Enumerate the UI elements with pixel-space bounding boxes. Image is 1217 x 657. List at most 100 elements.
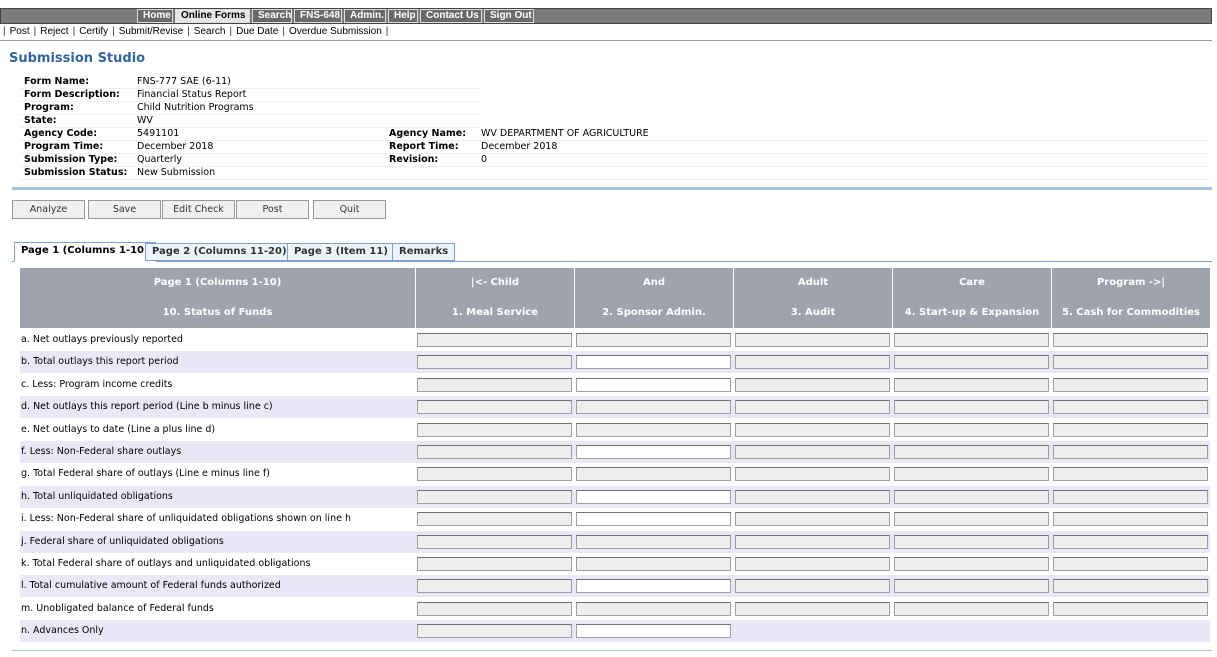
table-header: 1. Meal Service — [416, 298, 575, 328]
input-field — [576, 467, 731, 481]
info-label: Program Time: — [24, 141, 103, 152]
info-value: Child Nutrition Programs — [137, 102, 254, 113]
input-field[interactable] — [576, 445, 731, 459]
nav-button[interactable]: Help — [388, 9, 418, 23]
nav-button[interactable]: Sign Out — [484, 9, 534, 23]
input-field[interactable] — [576, 378, 731, 392]
divider — [12, 187, 1212, 190]
row-label: k. Total Federal share of outlays and un… — [20, 553, 310, 575]
nav-button[interactable]: Contact Us — [420, 9, 482, 23]
input-field — [417, 579, 572, 593]
nav-button[interactable]: Home — [137, 9, 173, 23]
action-button[interactable]: Edit Check — [162, 200, 235, 219]
nav-button[interactable]: Search — [252, 9, 292, 23]
table-header: Program ->| — [1052, 268, 1211, 298]
input-field[interactable] — [576, 512, 731, 526]
info-label: Agency Code: — [24, 128, 97, 139]
table-header: Care — [893, 268, 1052, 298]
input-field — [417, 557, 572, 571]
input-field — [1053, 445, 1208, 459]
separator: | — [225, 26, 236, 37]
action-button[interactable]: Analyze — [12, 200, 85, 219]
input-field — [1053, 423, 1208, 437]
separator: | — [183, 26, 194, 37]
sub-nav-link[interactable]: Post — [10, 26, 30, 37]
sub-nav: |Post|Reject|Certify|Submit/Revise|Searc… — [0, 25, 1212, 41]
input-field — [1053, 333, 1208, 347]
separator: | — [0, 26, 10, 37]
row-label: h. Total unliquidated obligations — [20, 486, 173, 508]
input-field — [894, 400, 1049, 414]
row-label: c. Less: Program income credits — [20, 374, 172, 396]
sub-nav-link[interactable]: Reject — [40, 26, 68, 37]
info-row-line — [20, 153, 1210, 154]
nav-button[interactable]: Admin. — [344, 9, 386, 23]
input-field — [576, 333, 731, 347]
sub-nav-link[interactable]: Search — [194, 26, 226, 37]
info-value: WV DEPARTMENT OF AGRICULTURE — [481, 128, 649, 139]
tab[interactable]: Remarks — [392, 243, 455, 261]
separator: | — [278, 26, 289, 37]
row-label: a. Net outlays previously reported — [20, 329, 183, 351]
input-field — [417, 333, 572, 347]
input-field — [735, 602, 890, 616]
sub-nav-link[interactable]: Submit/Revise — [119, 26, 183, 37]
input-field — [576, 602, 731, 616]
input-field — [735, 445, 890, 459]
sub-nav-link[interactable]: Overdue Submission — [289, 26, 382, 37]
info-label: Revision: — [389, 154, 438, 165]
input-field — [894, 602, 1049, 616]
info-value: 0 — [481, 154, 487, 165]
info-label: Form Description: — [24, 89, 120, 100]
input-field[interactable] — [576, 624, 731, 638]
input-field — [417, 512, 572, 526]
tab[interactable]: Page 1 (Columns 1-10) — [14, 242, 156, 262]
input-field — [1053, 512, 1208, 526]
input-field — [1053, 378, 1208, 392]
separator: | — [382, 26, 393, 37]
row-label: g. Total Federal share of outlays (Line … — [20, 463, 270, 485]
input-field — [1053, 602, 1208, 616]
input-field — [735, 490, 890, 504]
action-button[interactable]: Post — [236, 200, 309, 219]
row-label: d. Net outlays this report period (Line … — [20, 396, 273, 418]
input-field — [417, 423, 572, 437]
info-row-line — [20, 114, 480, 115]
tab[interactable]: Page 2 (Columns 11-20) — [145, 243, 294, 261]
sub-nav-link[interactable]: Due Date — [236, 26, 278, 37]
input-field — [1053, 579, 1208, 593]
nav-button[interactable]: Online Forms — [175, 9, 250, 23]
separator: | — [30, 26, 41, 37]
info-label: State: — [24, 115, 57, 126]
input-field[interactable] — [576, 355, 731, 369]
page-title: Submission Studio — [9, 51, 145, 66]
input-field — [894, 557, 1049, 571]
input-field — [735, 467, 890, 481]
input-field — [735, 355, 890, 369]
tab[interactable]: Page 3 (Item 11) — [287, 243, 395, 261]
input-field — [576, 535, 731, 549]
input-field — [417, 400, 572, 414]
info-label: Agency Name: — [389, 128, 466, 139]
input-field — [576, 423, 731, 437]
action-button[interactable]: Quit — [313, 200, 386, 219]
divider — [12, 650, 1212, 651]
sub-nav-link[interactable]: Certify — [79, 26, 108, 37]
info-value: Quarterly — [137, 154, 182, 165]
input-field — [735, 400, 890, 414]
input-field — [576, 400, 731, 414]
input-field — [576, 557, 731, 571]
input-field — [417, 467, 572, 481]
input-field — [894, 333, 1049, 347]
separator: | — [108, 26, 119, 37]
action-button[interactable]: Save — [88, 200, 161, 219]
nav-button[interactable]: FNS-648 — [294, 9, 342, 23]
input-field — [1053, 400, 1208, 414]
input-field[interactable] — [576, 490, 731, 504]
table-header: And — [575, 268, 734, 298]
input-field — [894, 423, 1049, 437]
input-field[interactable] — [576, 579, 731, 593]
table-header: 5. Cash for Commodities — [1052, 298, 1211, 328]
